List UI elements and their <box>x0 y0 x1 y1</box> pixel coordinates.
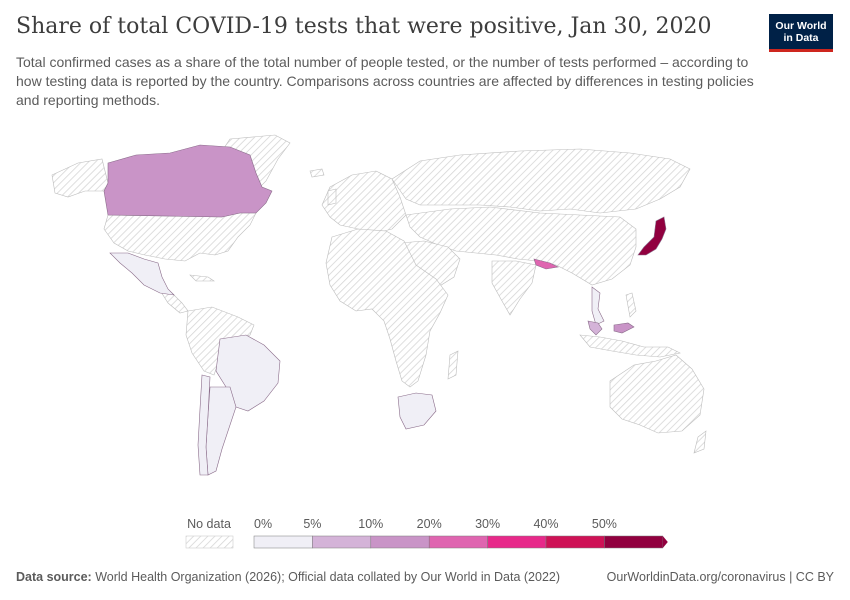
legend-arrow <box>662 536 668 548</box>
country-cuba[interactable] <box>189 274 215 282</box>
map-legend: No data 0% 5% 10% 20% 30% 40% 50% <box>185 517 668 549</box>
country-chile[interactable] <box>197 374 211 476</box>
legend-tick-label: 40% <box>533 517 558 531</box>
country-vietnam[interactable] <box>591 286 605 326</box>
world-map[interactable] <box>40 125 720 500</box>
country-indonesia[interactable] <box>579 334 681 358</box>
country-alaska[interactable] <box>51 158 109 198</box>
country-africa[interactable] <box>325 228 449 388</box>
country-australia[interactable] <box>609 354 705 434</box>
legend-color-bin[interactable] <box>487 535 547 549</box>
legend-no-data-label: No data <box>187 517 231 531</box>
logo-line-2: in Data <box>783 32 819 44</box>
country-malaysia[interactable] <box>613 322 635 334</box>
country-canada[interactable] <box>103 144 273 218</box>
country-mexico[interactable] <box>109 252 175 296</box>
country-iceland[interactable] <box>309 168 325 178</box>
legend-tick-label: 5% <box>303 517 321 531</box>
country-japan[interactable] <box>637 216 667 256</box>
data-source: Data source: World Health Organization (… <box>16 570 560 584</box>
source-text: World Health Organization (2026); Offici… <box>95 570 561 584</box>
legend-color-bin[interactable] <box>545 535 605 549</box>
country-south-africa[interactable] <box>397 392 437 430</box>
source-label: Data source: <box>16 570 92 584</box>
legend-color-bin[interactable] <box>312 535 372 549</box>
legend-color-bin[interactable] <box>604 535 664 549</box>
country-madagascar[interactable] <box>447 350 459 380</box>
country-philippines[interactable] <box>625 292 637 318</box>
country-argentina[interactable] <box>205 386 237 476</box>
logo-line-1: Our World <box>775 20 827 32</box>
country-nepal[interactable] <box>533 258 559 270</box>
legend-color-bin[interactable] <box>253 535 313 549</box>
country-thailand[interactable] <box>587 320 603 336</box>
country-new-zealand[interactable] <box>693 430 707 454</box>
country-india[interactable] <box>491 260 537 316</box>
owid-logo[interactable]: Our World in Data <box>769 14 833 52</box>
legend-tick-label: 10% <box>358 517 383 531</box>
legend-tick-label: 20% <box>417 517 442 531</box>
legend-color-bin[interactable] <box>428 535 488 549</box>
country-russia[interactable] <box>391 148 691 214</box>
legend-no-data-swatch <box>185 535 234 549</box>
country-uk[interactable] <box>327 188 337 206</box>
chart-subtitle: Total confirmed cases as a share of the … <box>16 54 754 108</box>
legend-tick-label: 50% <box>592 517 617 531</box>
legend-tick-label: 30% <box>475 517 500 531</box>
country-europe[interactable] <box>321 170 407 234</box>
legend-tick-label: 0% <box>254 517 272 531</box>
source-url[interactable]: OurWorldinData.org/coronavirus | CC BY <box>606 570 834 584</box>
country-brazil[interactable] <box>215 334 281 412</box>
chart-title: Share of total COVID-19 tests that were … <box>16 14 712 39</box>
legend-color-bin[interactable] <box>370 535 430 549</box>
